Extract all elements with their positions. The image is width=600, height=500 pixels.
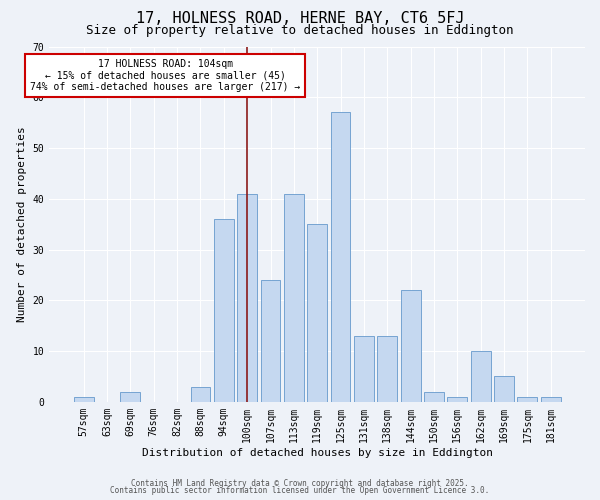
- Bar: [191, 386, 211, 402]
- Bar: [401, 290, 421, 402]
- Bar: [237, 194, 257, 402]
- Y-axis label: Number of detached properties: Number of detached properties: [17, 126, 27, 322]
- Bar: [377, 336, 397, 402]
- Bar: [424, 392, 444, 402]
- Text: Size of property relative to detached houses in Eddington: Size of property relative to detached ho…: [86, 24, 514, 37]
- Text: 17 HOLNESS ROAD: 104sqm
← 15% of detached houses are smaller (45)
74% of semi-de: 17 HOLNESS ROAD: 104sqm ← 15% of detache…: [30, 59, 301, 92]
- Text: Contains public sector information licensed under the Open Government Licence 3.: Contains public sector information licen…: [110, 486, 490, 495]
- Bar: [214, 219, 234, 402]
- Bar: [284, 194, 304, 402]
- Bar: [541, 397, 560, 402]
- Text: Contains HM Land Registry data © Crown copyright and database right 2025.: Contains HM Land Registry data © Crown c…: [131, 478, 469, 488]
- Bar: [354, 336, 374, 402]
- Bar: [471, 351, 491, 402]
- Bar: [331, 112, 350, 402]
- Bar: [121, 392, 140, 402]
- Bar: [448, 397, 467, 402]
- X-axis label: Distribution of detached houses by size in Eddington: Distribution of detached houses by size …: [142, 448, 493, 458]
- Bar: [74, 397, 94, 402]
- Bar: [260, 280, 280, 402]
- Bar: [517, 397, 538, 402]
- Text: 17, HOLNESS ROAD, HERNE BAY, CT6 5FJ: 17, HOLNESS ROAD, HERNE BAY, CT6 5FJ: [136, 11, 464, 26]
- Bar: [307, 224, 327, 402]
- Bar: [494, 376, 514, 402]
